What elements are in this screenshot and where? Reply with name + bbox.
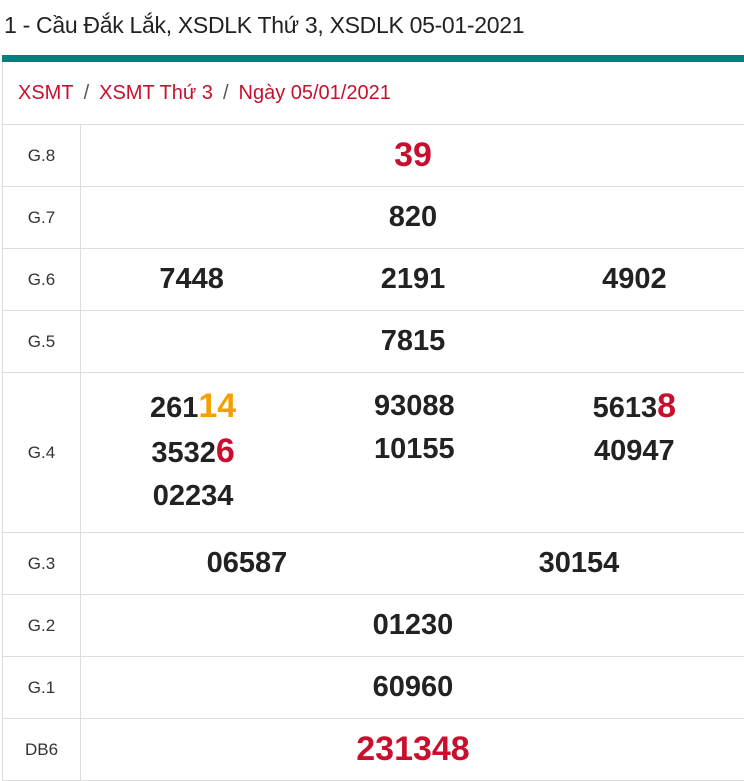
row-db: DB6 231348	[3, 718, 744, 781]
prize-number: 06587	[206, 547, 288, 579]
row-g2: G.2 01230	[3, 594, 744, 657]
row-g6: G.6 7448 2191 4902	[3, 248, 744, 311]
row-g1: G.1 60960	[3, 656, 744, 719]
breadcrumb-separator: /	[222, 81, 229, 104]
row-g4: G.4 26114 35326 02234 93088 10155 56138 …	[3, 372, 744, 533]
prize-label: G.7	[3, 186, 81, 249]
row-g5: G.5 7815	[3, 310, 744, 373]
prize-label: G.5	[3, 310, 81, 373]
prize-label: G.3	[3, 532, 81, 595]
prize-label: G.1	[3, 656, 81, 719]
prize-number: 26114	[149, 387, 237, 425]
prize-number: 35326	[151, 432, 235, 470]
breadcrumb: XSMT / XSMT Thứ 3 / Ngày 05/01/2021	[3, 62, 744, 125]
breadcrumb-separator: /	[83, 81, 90, 104]
breadcrumb-date[interactable]: Ngày 05/01/2021	[238, 81, 391, 104]
row-g8: G.8 39	[3, 125, 744, 187]
prize-number: 60960	[372, 671, 454, 703]
prize-label: DB6	[3, 718, 81, 781]
prize-number: 01230	[372, 609, 454, 641]
prize-number: 56138	[592, 387, 677, 425]
prize-number: 40947	[593, 435, 675, 467]
prize-label: G.2	[3, 594, 81, 657]
prize-number: 30154	[538, 547, 620, 579]
results-table: G.8 39 G.7 820 G.6 7448 2191 4902 G.5 7815…	[3, 125, 744, 781]
prize-number: 7815	[380, 325, 446, 357]
breadcrumb-xsmt-thu3[interactable]: XSMT Thứ 3	[99, 81, 213, 104]
prize-number: 10155	[374, 433, 455, 465]
prize-number: 820	[388, 201, 438, 233]
page-title: 1 - Cầu Đắk Lắk, XSDLK Thứ 3, XSDLK 05-0…	[4, 12, 525, 38]
prize-number: 2191	[380, 263, 446, 295]
jackpot-number: 231348	[356, 730, 470, 768]
accent-bar	[2, 55, 744, 62]
prize-number: 4902	[602, 263, 667, 295]
row-g7: G.7 820	[3, 186, 744, 249]
prize-number: 39	[394, 136, 432, 174]
prize-number: 93088	[374, 390, 455, 422]
prize-number: 02234	[152, 480, 234, 512]
row-g3: G.3 06587 30154	[3, 532, 744, 595]
results-panel: XSMT / XSMT Thứ 3 / Ngày 05/01/2021 G.8 …	[2, 62, 744, 781]
prize-number: 7448	[159, 263, 224, 295]
breadcrumb-xsmt[interactable]: XSMT	[18, 81, 74, 104]
prize-label: G.8	[3, 125, 81, 187]
prize-label: G.4	[3, 372, 81, 533]
prize-label: G.6	[3, 248, 81, 311]
